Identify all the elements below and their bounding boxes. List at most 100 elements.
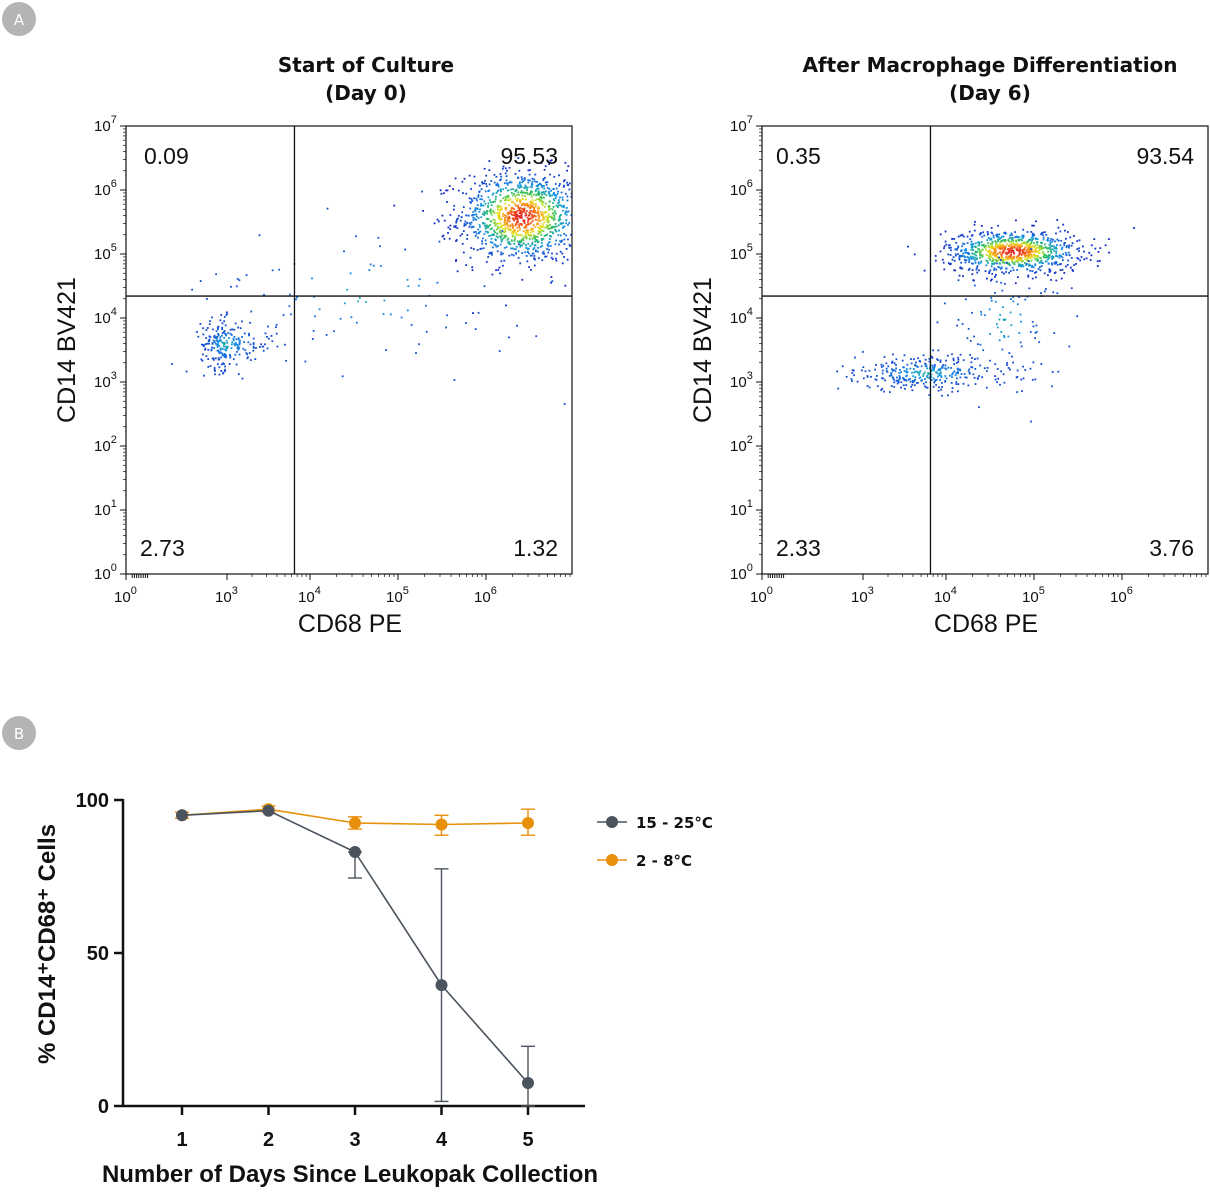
event-dot	[531, 216, 534, 219]
event-dot	[919, 376, 922, 379]
event-dot	[957, 279, 960, 282]
event-dot	[1020, 238, 1023, 241]
event-dot	[966, 242, 969, 244]
event-dot	[199, 280, 202, 282]
event-dot	[1002, 306, 1004, 309]
event-dot	[234, 341, 237, 344]
event-dot	[1047, 258, 1049, 261]
event-dot	[517, 157, 520, 159]
event-dot	[514, 190, 517, 192]
event-dot	[881, 377, 883, 380]
event-dot	[570, 233, 572, 236]
event-dot	[508, 215, 511, 218]
event-dot	[898, 375, 901, 377]
event-dot	[565, 192, 567, 195]
event-dot	[1018, 243, 1021, 246]
panel-b-badge-circle	[2, 716, 36, 750]
event-dot	[204, 347, 207, 350]
event-dot	[477, 217, 480, 219]
event-dot	[1000, 240, 1003, 243]
event-dot	[541, 211, 544, 214]
x-tick-label: 106	[474, 585, 497, 606]
event-dot	[1104, 244, 1107, 247]
x-axis-title: CD68 PE	[298, 610, 402, 638]
event-dot	[961, 234, 963, 237]
event-dot	[221, 352, 223, 355]
event-dot	[224, 370, 226, 373]
chart-subtitle: (Day 6)	[949, 81, 1031, 105]
event-dot	[1027, 260, 1030, 263]
event-dot	[996, 323, 998, 326]
event-dot	[526, 193, 529, 195]
event-dot	[519, 199, 522, 202]
event-dot	[1026, 254, 1029, 257]
event-dot	[974, 368, 977, 370]
event-dot	[910, 358, 912, 360]
y-tick-label: 100	[730, 562, 753, 583]
event-dot	[275, 326, 277, 329]
panel-a-label: A	[14, 11, 25, 29]
event-dot	[454, 177, 457, 180]
event-dot	[519, 244, 522, 246]
event-dot	[524, 225, 527, 227]
event-dot	[1062, 223, 1065, 226]
event-dot	[990, 247, 993, 249]
event-dot	[525, 229, 528, 232]
event-dot	[523, 236, 526, 239]
event-dot	[555, 212, 557, 215]
event-dot	[992, 234, 995, 237]
event-dot	[1027, 254, 1030, 257]
event-dot	[540, 162, 543, 164]
event-dot	[214, 337, 217, 339]
event-dot	[524, 178, 526, 181]
event-dot	[994, 363, 997, 366]
event-dot	[1018, 265, 1020, 267]
event-dot	[492, 233, 495, 235]
event-dot	[1045, 260, 1048, 263]
event-dot	[533, 264, 536, 267]
event-dot	[513, 202, 516, 205]
event-dot	[934, 380, 936, 382]
event-dot	[532, 211, 535, 214]
event-dot	[341, 375, 344, 378]
event-dot	[1058, 256, 1061, 259]
event-dot	[930, 355, 933, 358]
event-dot	[506, 184, 509, 186]
event-dot	[1004, 247, 1007, 249]
event-dot	[541, 259, 544, 262]
event-dot	[1050, 250, 1052, 253]
event-dot	[214, 373, 216, 376]
event-dot	[995, 241, 998, 244]
event-dot	[285, 359, 287, 362]
event-dot	[493, 219, 496, 221]
event-dot	[282, 314, 285, 316]
event-dot	[504, 208, 507, 211]
event-dot	[524, 195, 526, 198]
event-dot	[991, 242, 994, 244]
event-dot	[1028, 253, 1031, 256]
event-dot	[541, 204, 544, 206]
event-dot	[526, 189, 528, 191]
event-dot	[1050, 262, 1053, 265]
event-dot	[311, 338, 314, 340]
event-dot	[525, 226, 528, 229]
event-dot	[519, 245, 522, 248]
event-dot	[1014, 244, 1016, 247]
event-dot	[201, 343, 203, 346]
event-dot	[927, 372, 930, 374]
event-dot	[506, 195, 509, 198]
event-dot	[522, 239, 525, 242]
event-dot	[531, 191, 533, 193]
event-dot	[557, 190, 559, 193]
event-dot	[897, 379, 900, 382]
event-dot	[491, 193, 494, 196]
event-dot	[513, 248, 516, 250]
event-dot	[496, 190, 499, 193]
event-dot	[506, 216, 509, 219]
event-dot	[997, 246, 999, 249]
event-dot	[1047, 255, 1050, 258]
event-dot	[505, 235, 508, 237]
event-dot	[498, 222, 501, 225]
event-dot	[1055, 250, 1058, 253]
event-dot	[562, 227, 564, 229]
